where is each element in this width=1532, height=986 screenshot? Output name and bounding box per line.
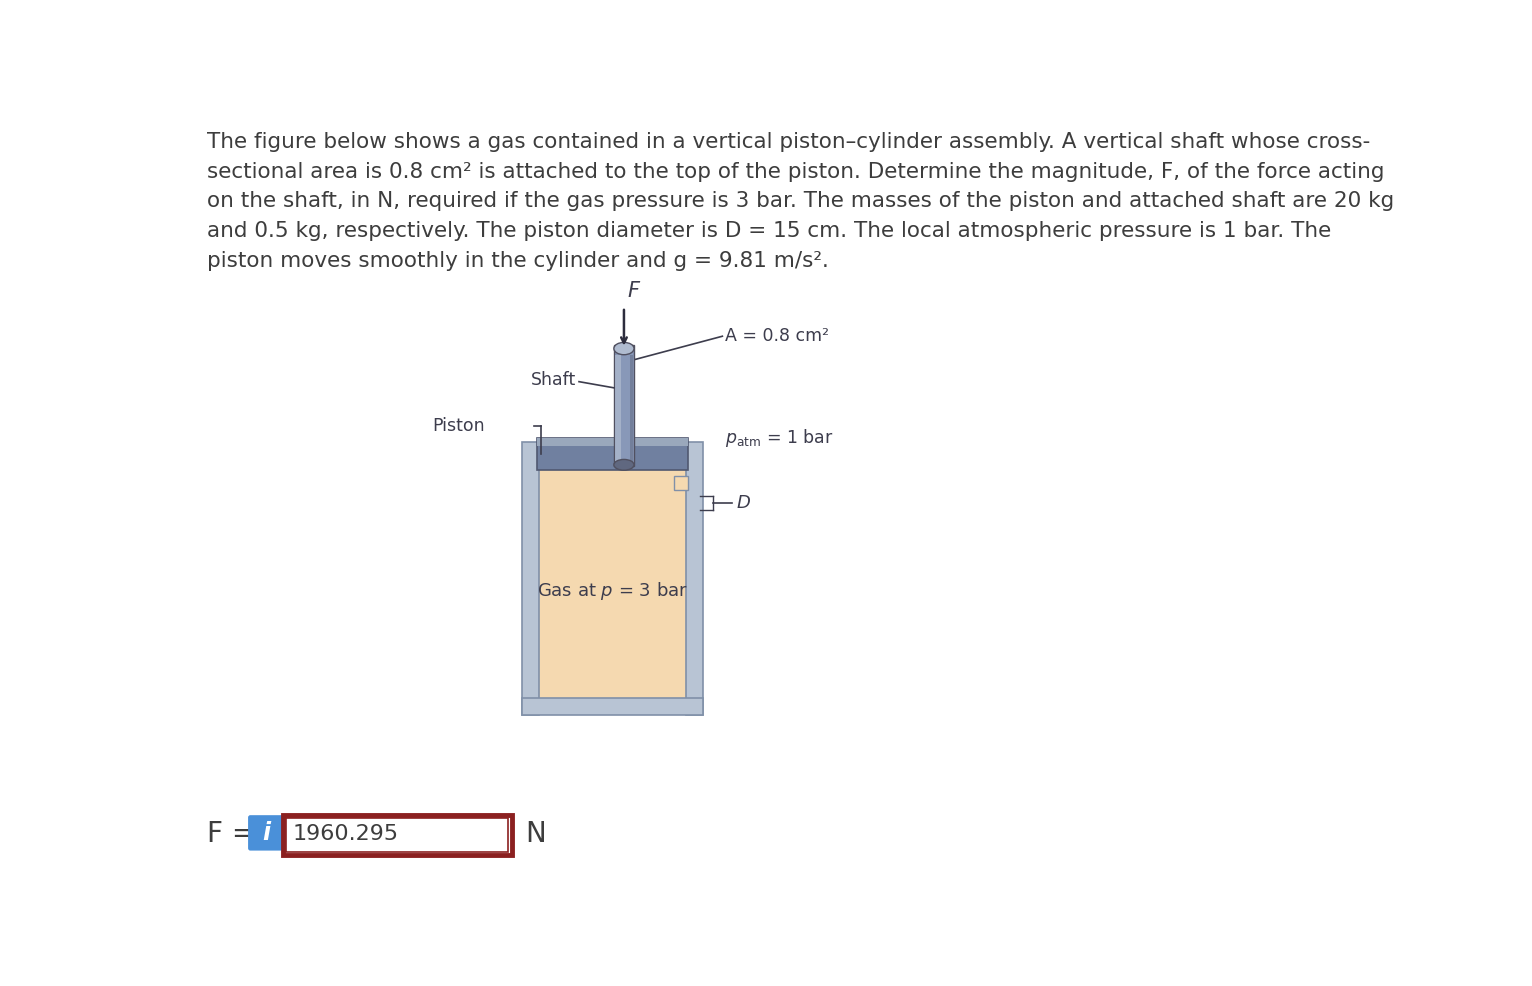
Ellipse shape <box>614 459 634 470</box>
Text: $p_\mathrm{atm}$ = 1 bar: $p_\mathrm{atm}$ = 1 bar <box>726 427 833 449</box>
Text: Gas at $p$ = 3 bar: Gas at $p$ = 3 bar <box>538 580 688 602</box>
FancyBboxPatch shape <box>248 815 283 851</box>
Bar <box>616 355 620 463</box>
Text: Piston: Piston <box>432 417 484 436</box>
Text: i: i <box>262 821 270 845</box>
Text: 1960.295: 1960.295 <box>293 824 398 844</box>
Bar <box>522 442 539 715</box>
Bar <box>539 468 686 698</box>
Text: A = 0.8 cm²: A = 0.8 cm² <box>726 327 829 345</box>
Bar <box>630 355 633 463</box>
Bar <box>686 442 703 715</box>
Text: $D$: $D$ <box>735 494 751 513</box>
Bar <box>286 818 509 852</box>
Text: Shaft: Shaft <box>530 371 576 389</box>
Text: The figure below shows a gas contained in a vertical piston–cylinder assembly. A: The figure below shows a gas contained i… <box>207 132 1394 270</box>
Text: $F$: $F$ <box>627 281 642 301</box>
Bar <box>674 476 688 490</box>
Text: N: N <box>525 820 547 848</box>
Bar <box>538 438 688 446</box>
Ellipse shape <box>614 342 634 355</box>
Bar <box>614 345 634 466</box>
Bar <box>538 438 688 470</box>
Text: F =: F = <box>207 820 264 848</box>
Bar <box>522 698 703 715</box>
Bar <box>283 815 512 855</box>
